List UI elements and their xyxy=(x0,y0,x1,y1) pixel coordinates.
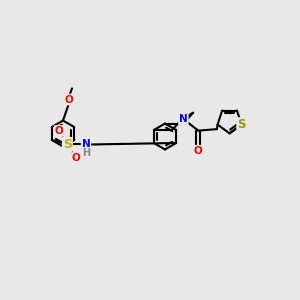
Text: S: S xyxy=(63,138,72,151)
Text: S: S xyxy=(237,118,246,131)
Text: O: O xyxy=(194,146,203,156)
Text: O: O xyxy=(71,153,80,163)
Text: N: N xyxy=(82,140,90,149)
Text: H: H xyxy=(82,148,91,158)
Text: N: N xyxy=(179,114,188,124)
Text: O: O xyxy=(55,126,63,136)
Text: O: O xyxy=(64,94,73,104)
